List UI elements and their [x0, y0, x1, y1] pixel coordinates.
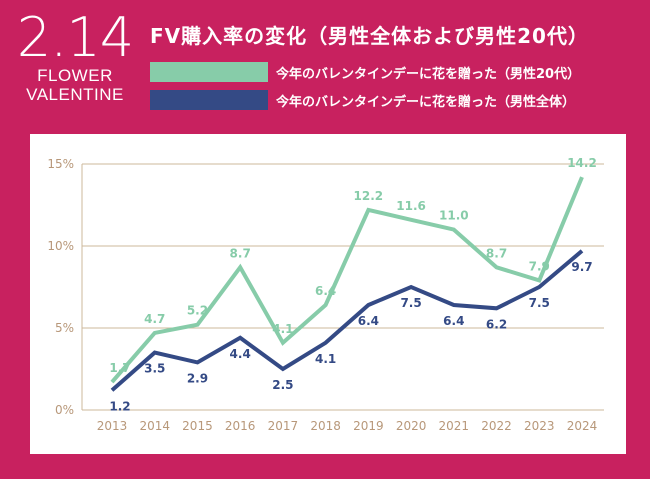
y-tick-label-10: 10% [47, 239, 74, 253]
x-tick-label-2021: 2021 [439, 419, 470, 433]
x-tick-label-2017: 2017 [268, 419, 299, 433]
y-tick-label-5: 5% [55, 321, 74, 335]
legend-item-male-all: 今年のバレンタインデーに花を贈った（男性全体） [150, 90, 580, 110]
logo-line-flower: FLOWER [37, 66, 113, 85]
y-tick-label-0: 0% [55, 403, 74, 417]
series-line-0 [110, 176, 584, 384]
data-label-1-2015: 2.9 [187, 371, 208, 385]
x-tick-label-2022: 2022 [481, 419, 512, 433]
data-label-1-2014: 3.5 [144, 362, 165, 376]
data-label-1-2016: 4.4 [230, 347, 251, 361]
x-tick-label-2023: 2023 [524, 419, 555, 433]
x-tick-label-2016: 2016 [225, 419, 256, 433]
data-label-0-2013: 1.7 [109, 361, 130, 375]
line-chart: 0% 5% 10% 15% 2013 2014 2015 2016 2017 2018 2019 20… [47, 156, 604, 433]
data-label-0-2016: 8.7 [230, 246, 251, 260]
legend-swatch-male-all [150, 90, 268, 110]
chart-title: FV購入率の変化（男性全体および男性20代） [150, 24, 589, 48]
x-tick-label-2024: 2024 [567, 419, 598, 433]
data-label-1-2020: 7.5 [400, 296, 421, 310]
logo-date: 2.14 [16, 6, 134, 69]
data-label-0-2021: 11.0 [439, 209, 469, 223]
x-tick-label-2014: 2014 [139, 419, 170, 433]
logo-line-valentine: VALENTINE [26, 85, 124, 104]
data-label-0-2018: 6.4 [315, 284, 336, 298]
data-label-1-2017: 2.5 [272, 378, 293, 392]
data-label-1-2022: 6.2 [486, 317, 507, 331]
data-label-0-2020: 11.6 [396, 199, 426, 213]
y-tick-label-15: 15% [47, 157, 74, 171]
data-label-0-2017: 4.1 [272, 322, 293, 336]
x-tick-label-2020: 2020 [396, 419, 427, 433]
data-label-0-2019: 12.2 [354, 189, 384, 203]
series-line-1 [110, 249, 584, 392]
x-tick-label-2015: 2015 [182, 419, 213, 433]
x-tick-label-2018: 2018 [310, 419, 341, 433]
data-label-1-2023: 7.5 [529, 296, 550, 310]
data-label-1-2021: 6.4 [443, 314, 464, 328]
data-label-1-2013: 1.2 [109, 399, 130, 413]
legend-label-male-all: 今年のバレンタインデーに花を贈った（男性全体） [276, 94, 576, 110]
legend-swatch-male-20s [150, 62, 268, 82]
data-label-1-2018: 4.1 [315, 352, 336, 366]
data-label-1-2024: 9.7 [571, 260, 592, 274]
x-tick-label-2013: 2013 [97, 419, 128, 433]
data-label-0-2015: 5.2 [187, 304, 208, 318]
data-label-0-2014: 4.7 [144, 312, 165, 326]
data-label-1-2019: 6.4 [358, 314, 379, 328]
chart-panel: 0% 5% 10% 15% 2013 2014 2015 2016 2017 2018 2019 20… [30, 134, 626, 454]
legend-label-male-20s: 今年のバレンタインデーに花を贈った（男性20代） [276, 66, 581, 82]
legend-item-male-20s: 今年のバレンタインデーに花を贈った（男性20代） [150, 62, 580, 82]
data-label-0-2023: 7.9 [529, 259, 550, 273]
data-label-0-2022: 8.7 [486, 246, 507, 260]
logo: 2.14 FLOWER VALENTINE [14, 6, 136, 105]
x-tick-label-2019: 2019 [353, 419, 384, 433]
data-label-0-2024: 14.2 [567, 156, 597, 170]
legend: 今年のバレンタインデーに花を贈った（男性20代） 今年のバレンタインデーに花を贈… [150, 62, 580, 118]
